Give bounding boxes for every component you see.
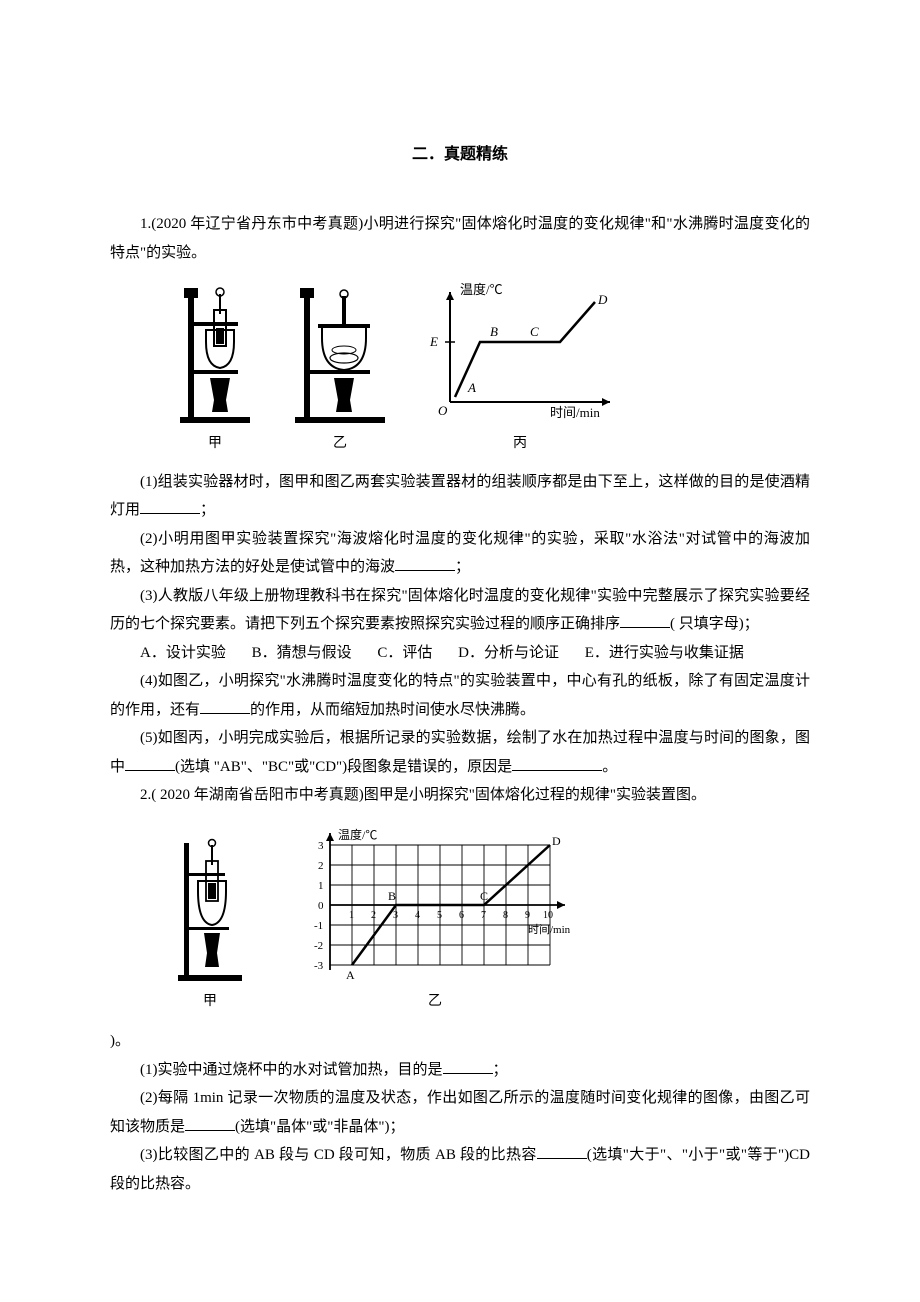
blank	[620, 615, 670, 629]
svg-text:2: 2	[371, 910, 376, 921]
svg-text:3: 3	[393, 910, 398, 921]
blank	[185, 1117, 235, 1131]
q1-intro: 1.(2020 年辽宁省丹东市中考真题)小明进行探究"固体熔化时温度的变化规律"…	[110, 210, 810, 267]
svg-text:C: C	[480, 889, 488, 903]
q1-p5: (5)如图丙，小明完成实验后，根据所记录的实验数据，绘制了水在加热过程中温度与时…	[110, 724, 810, 781]
blank	[537, 1146, 587, 1160]
q1-p5-tail: 。	[602, 759, 617, 775]
q1-fig-yi: 乙	[290, 282, 390, 458]
q1-p5b: (选填 "AB"、"BC"或"CD")段图象是错误的，原因是	[175, 759, 512, 775]
q1-fig-bing: A B C D E O 温度/℃ 时间/min 丙	[420, 282, 620, 458]
option-c: C．评估	[377, 645, 432, 661]
blank	[395, 558, 455, 572]
q2-fig-jia-label: 甲	[170, 989, 250, 1016]
q1-p2-tail: ；	[455, 559, 470, 575]
y-axis-label: 温度/℃	[460, 282, 503, 297]
x-axis-label: 时间/min	[550, 405, 600, 420]
blank	[125, 757, 175, 771]
option-a: A．设计实验	[140, 645, 226, 661]
x-axis-label-2: 时间/min	[528, 923, 571, 936]
chart-bing-icon: A B C D E O 温度/℃ 时间/min	[420, 282, 620, 427]
q2-p1-tail: ；	[493, 1062, 508, 1078]
q2-paren-tail: )。	[110, 1033, 130, 1049]
q2-p1-text: (1)实验中通过烧杯中的水对试管加热，目的是	[140, 1062, 443, 1078]
svg-text:9: 9	[525, 910, 530, 921]
q1-p3: (3)人教版八年级上册物理教科书在探究"固体熔化时温度的变化规律"实验中完整展示…	[110, 582, 810, 639]
svg-text:B: B	[490, 324, 498, 339]
svg-text:D: D	[597, 292, 608, 307]
blank	[140, 501, 200, 515]
svg-text:7: 7	[481, 910, 486, 921]
svg-text:C: C	[530, 324, 539, 339]
svg-text:10: 10	[543, 910, 553, 921]
svg-text:B: B	[388, 889, 396, 903]
q1-p1-tail: ；	[200, 502, 215, 518]
apparatus-yi-icon	[290, 282, 390, 427]
q2-p1: (1)实验中通过烧杯中的水对试管加热，目的是 ；	[110, 1056, 810, 1085]
svg-text:O: O	[438, 403, 448, 418]
svg-text:D: D	[552, 834, 561, 848]
blank	[200, 700, 250, 714]
chart-yi-icon: A B C D 3 2 1 0 -1 -2 -3 1 2 3 4 5 6 7 8…	[290, 825, 580, 985]
q1-fig-jia: 甲	[170, 282, 260, 458]
apparatus-jia2-icon	[170, 835, 250, 985]
q2-intro: 2.( 2020 年湖南省岳阳市中考真题)图甲是小明探究"固体熔化过程的规律"实…	[110, 781, 810, 810]
section-title: 二．真题精练	[110, 140, 810, 170]
svg-text:0: 0	[318, 900, 324, 912]
q2-p2-tail: (选填"晶体"或"非晶体")；	[235, 1119, 404, 1135]
q2-p3: (3)比较图乙中的 AB 段与 CD 段可知，物质 AB 段的比热容(选填"大于…	[110, 1141, 810, 1198]
svg-text:2: 2	[318, 860, 324, 872]
option-b: B．猜想与假设	[252, 645, 352, 661]
q1-fig-yi-label: 乙	[290, 431, 390, 458]
q1-fig-jia-label: 甲	[170, 431, 260, 458]
svg-text:1: 1	[318, 880, 324, 892]
svg-text:6: 6	[459, 910, 464, 921]
option-d: D．分析与论证	[458, 645, 559, 661]
svg-text:A: A	[467, 380, 476, 395]
y-axis-label-2: 温度/℃	[338, 827, 377, 842]
svg-text:-1: -1	[314, 920, 323, 932]
q2-p3a: (3)比较图乙中的 AB 段与 CD 段可知，物质 AB 段的比热容	[140, 1147, 537, 1163]
q1-p4: (4)如图乙，小明探究"水沸腾时温度变化的特点"的实验装置中，中心有孔的纸板，除…	[110, 667, 810, 724]
q2-figure-row: 甲	[170, 825, 810, 1016]
q2-fig-yi: A B C D 3 2 1 0 -1 -2 -3 1 2 3 4 5 6 7 8…	[290, 825, 580, 1016]
q1-p3-tail: ( 只填字母)；	[670, 616, 759, 632]
svg-text:-2: -2	[314, 940, 323, 952]
svg-text:A: A	[346, 968, 355, 982]
q1-options: A．设计实验 B．猜想与假设 C．评估 D．分析与论证 E．进行实验与收集证据	[110, 639, 810, 668]
q2-fig-jia: 甲	[170, 835, 250, 1016]
blank	[512, 757, 602, 771]
svg-text:5: 5	[437, 910, 442, 921]
svg-text:E: E	[429, 334, 438, 349]
apparatus-jia-icon	[170, 282, 260, 427]
svg-text:-3: -3	[314, 960, 324, 972]
q1-p4-tail: 的作用，从而缩短加热时间使水尽快沸腾。	[250, 702, 535, 718]
q1-p2: (2)小明用图甲实验装置探究"海波熔化时温度的变化规律"的实验，采取"水浴法"对…	[110, 525, 810, 582]
svg-text:4: 4	[415, 910, 420, 921]
q1-fig-bing-label: 丙	[420, 431, 620, 458]
q2-fig-yi-label: 乙	[290, 989, 580, 1016]
svg-text:1: 1	[349, 910, 354, 921]
q1-figure-row: 甲 乙 A B C D E	[170, 282, 810, 458]
svg-text:3: 3	[318, 840, 324, 852]
q2-p2: (2)每隔 1min 记录一次物质的温度及状态，作出如图乙所示的温度随时间变化规…	[110, 1084, 810, 1141]
blank	[443, 1060, 493, 1074]
svg-text:8: 8	[503, 910, 508, 921]
q1-p1: (1)组装实验器材时，图甲和图乙两套实验装置器材的组装顺序都是由下至上，这样做的…	[110, 468, 810, 525]
option-e: E．进行实验与收集证据	[585, 645, 744, 661]
